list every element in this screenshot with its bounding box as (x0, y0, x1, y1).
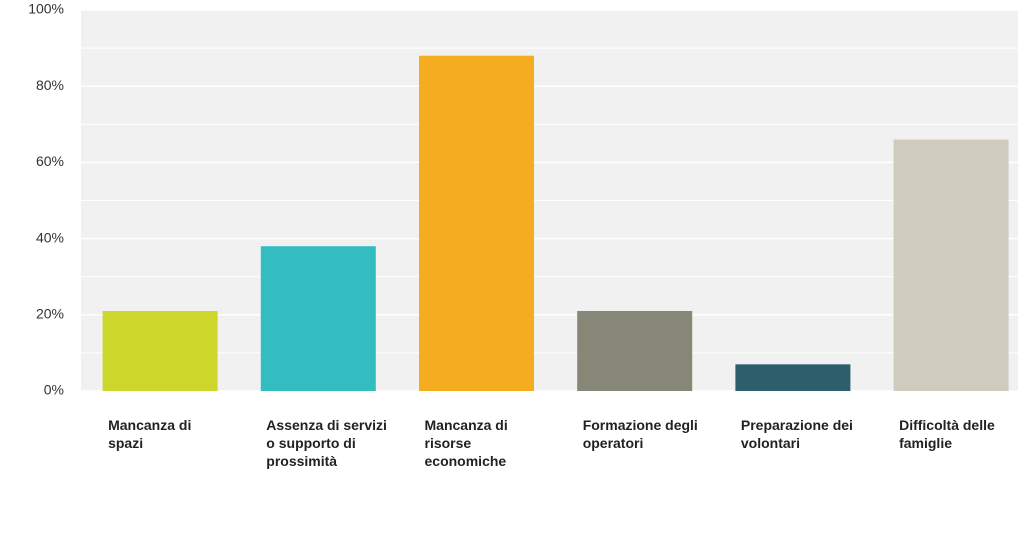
y-tick-label: 60% (36, 153, 64, 169)
y-tick-label: 20% (36, 306, 64, 322)
x-tick-label: Assenza di servizi o supporto di prossim… (266, 417, 387, 469)
x-tick-label: Difficoltà delle famiglie (899, 417, 995, 451)
y-tick-label: 0% (44, 382, 64, 398)
x-tick-label: Formazione degli operatori (582, 417, 698, 451)
x-tick-label: Preparazione dei volontari (740, 417, 853, 451)
bar (419, 55, 534, 391)
bar (577, 310, 693, 391)
y-tick-label: 40% (36, 229, 64, 245)
y-tick-label: 80% (36, 77, 64, 93)
bar (260, 246, 376, 391)
bar (735, 364, 851, 391)
y-tick-label: 100% (28, 1, 64, 17)
bar (102, 310, 218, 391)
x-tick-label: Mancanza di risorse economiche (424, 417, 508, 469)
bar (893, 139, 1009, 391)
x-tick-label: Mancanza di spazi (108, 417, 192, 451)
